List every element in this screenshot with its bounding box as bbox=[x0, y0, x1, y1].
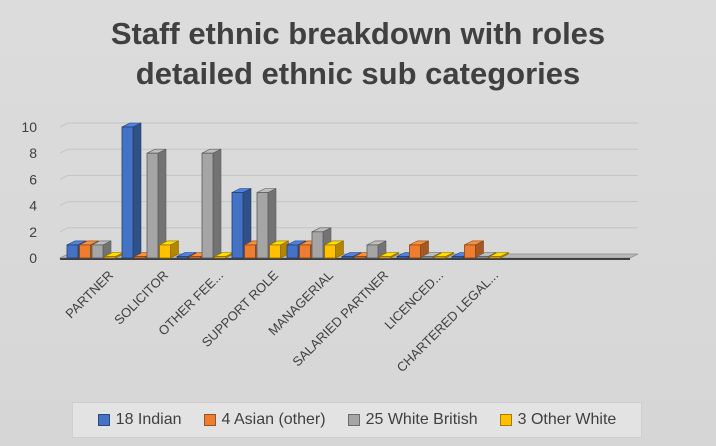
bar-front bbox=[79, 244, 91, 259]
legend-item: 18 Indian bbox=[97, 411, 182, 429]
y-tick-label: 0 bbox=[29, 250, 37, 266]
bar-front bbox=[189, 256, 201, 259]
y-tick-label: 10 bbox=[21, 119, 37, 135]
bar bbox=[231, 188, 252, 259]
bar-front bbox=[201, 152, 214, 259]
bar-front bbox=[66, 244, 79, 259]
bar-side bbox=[212, 148, 222, 259]
bar-front bbox=[244, 244, 256, 259]
bar-front bbox=[489, 256, 501, 259]
bar bbox=[146, 148, 167, 259]
bar-side bbox=[157, 148, 167, 259]
bar bbox=[489, 252, 509, 259]
y-tick-label: 2 bbox=[29, 224, 37, 240]
bar-front bbox=[451, 256, 464, 259]
bar bbox=[366, 240, 387, 259]
bar-front bbox=[121, 126, 134, 259]
gridline-side bbox=[59, 227, 69, 233]
bar bbox=[379, 252, 399, 259]
x-tick-label: SOLICITOR bbox=[111, 268, 171, 328]
bar bbox=[434, 252, 454, 259]
bar-front bbox=[366, 244, 379, 259]
bar-front bbox=[104, 256, 116, 259]
legend-swatch bbox=[347, 414, 360, 426]
bar-front bbox=[231, 192, 244, 259]
bar-front bbox=[146, 152, 159, 259]
bar bbox=[256, 188, 277, 259]
bar-front bbox=[311, 231, 324, 259]
gridline-side bbox=[59, 148, 69, 154]
legend-label: 4 Asian (other) bbox=[221, 411, 326, 428]
chart-title-line-2: detailed ethnic sub categories bbox=[135, 56, 581, 91]
bar-front bbox=[379, 256, 391, 259]
bar bbox=[476, 252, 497, 259]
y-tick-label: 4 bbox=[29, 198, 37, 214]
legend-swatch bbox=[203, 414, 216, 426]
bar-front bbox=[434, 256, 446, 259]
bar-front bbox=[354, 256, 366, 259]
bar-front bbox=[476, 256, 489, 259]
bar-front bbox=[159, 244, 171, 259]
bar-front bbox=[341, 256, 354, 259]
bar-side bbox=[132, 122, 142, 259]
bar bbox=[159, 240, 179, 259]
legend-swatch bbox=[499, 414, 512, 426]
y-tick-label: 8 bbox=[29, 145, 37, 161]
chart-title: Staff ethnic breakdown with roles detail… bbox=[0, 14, 716, 94]
legend-label: 25 White British bbox=[365, 411, 478, 428]
bar-front bbox=[464, 244, 476, 259]
legend-item: 3 Other White bbox=[499, 411, 617, 429]
bar bbox=[91, 240, 112, 259]
y-tick-label: 6 bbox=[29, 171, 37, 187]
bar-front bbox=[299, 244, 311, 259]
bar-front bbox=[396, 256, 409, 259]
bar-front bbox=[409, 244, 421, 259]
x-tick-label: SALARIED PARTNER bbox=[289, 268, 391, 370]
legend-label: 3 Other White bbox=[517, 411, 617, 428]
x-tick-label: PARTNER bbox=[62, 268, 116, 322]
bar-front bbox=[176, 256, 189, 259]
bar bbox=[121, 122, 142, 259]
bar bbox=[269, 240, 289, 259]
bar-front bbox=[256, 192, 269, 259]
bar bbox=[324, 240, 344, 259]
bar-front bbox=[324, 244, 336, 259]
gridline-side bbox=[59, 201, 69, 207]
legend-swatch bbox=[97, 414, 110, 426]
bar bbox=[464, 240, 484, 259]
x-tick-label: CHARTERED LEGAL... bbox=[394, 268, 502, 376]
gridline-side bbox=[59, 122, 69, 128]
bar-front bbox=[214, 256, 226, 259]
bar-front bbox=[421, 256, 434, 259]
chart-legend: 18 Indian 4 Asian (other) 25 White British… bbox=[72, 402, 642, 438]
legend-label: 18 Indian bbox=[115, 411, 182, 428]
bar bbox=[201, 148, 222, 259]
gridline-side bbox=[59, 174, 69, 180]
bar-front bbox=[286, 244, 299, 259]
bar-front bbox=[91, 244, 104, 259]
chart-title-line-1: Staff ethnic breakdown with roles bbox=[110, 16, 606, 51]
bar bbox=[409, 240, 429, 259]
legend-item: 25 White British bbox=[347, 411, 478, 429]
bar-front bbox=[269, 244, 281, 259]
legend-item: 4 Asian (other) bbox=[203, 411, 326, 429]
bar-front bbox=[134, 256, 146, 259]
